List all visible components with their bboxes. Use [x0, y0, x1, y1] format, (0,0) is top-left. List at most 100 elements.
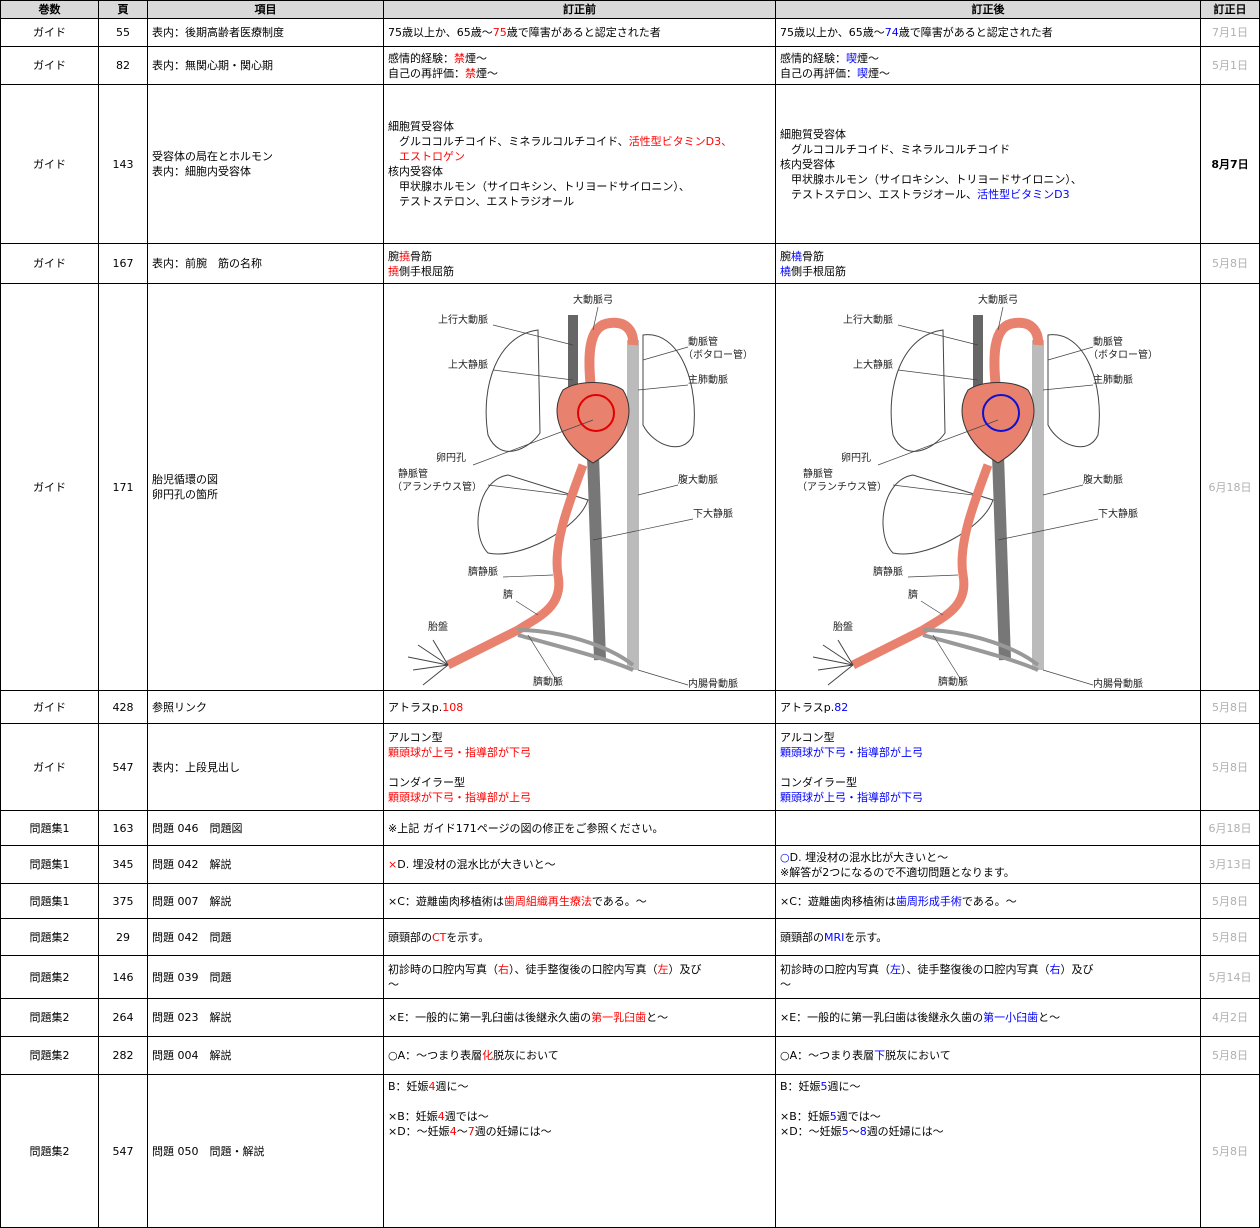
volume-cell: ガイド: [0, 18, 99, 47]
text-line: 初診時の口腔内写真（右）、徒手整復後の口腔内写真（左）及び: [388, 962, 771, 977]
correction-text: 歯周組織再生療法: [503, 894, 592, 908]
correction-text: ○: [780, 850, 790, 864]
leader-line: [920, 600, 944, 615]
text: ※上記 ガイド171ページの図の修正をご参照ください。: [388, 821, 664, 835]
text: である。〜: [591, 894, 647, 908]
text: ×B：妊娠: [388, 1110, 438, 1123]
text-line: ×D：〜妊娠5〜8週の妊婦には〜: [780, 1124, 1196, 1139]
correction-text: 第一乳臼歯: [591, 1011, 647, 1024]
before-cell: 頭頸部のCTを示す。: [383, 918, 776, 956]
text: 頭頸部の: [780, 930, 824, 944]
figure-label: 臍静脈: [468, 565, 498, 578]
before-cell: 初診時の口腔内写真（右）、徒手整復後の口腔内写真（左）及び〜: [383, 955, 776, 999]
header-cell: 訂正日: [1200, 0, 1260, 19]
leader-line: [1047, 346, 1094, 360]
text: B：妊娠: [780, 1080, 821, 1093]
figure-label: 下大静脈: [1098, 507, 1138, 520]
leader-line: [642, 346, 689, 360]
text: ×C：遊離歯肉移植術は: [780, 894, 896, 908]
item-line: 参照リンク: [152, 700, 207, 714]
figure-label: 内腸骨動脈: [688, 677, 738, 690]
text-line: 撓側手根屈筋: [388, 264, 771, 279]
item-cell: 問題 046 問題図: [147, 810, 384, 846]
figure-label: 主肺動脈: [688, 373, 728, 386]
after-cell: 初診時の口腔内写真（左）、徒手整復後の口腔内写真（右）及び〜: [775, 955, 1201, 999]
text: ）及び: [668, 963, 702, 976]
text-line: ※上記 ガイド171ページの図の修正をご参照ください。: [388, 821, 771, 836]
item-cell: 参照リンク: [147, 690, 384, 724]
leader-line: [487, 484, 569, 495]
volume-cell: 問題集2: [0, 1074, 99, 1228]
item-line: 表内：後期高齢者医療制度: [152, 26, 284, 39]
text-line: アルコン型: [780, 730, 1196, 745]
correction-text: 8: [859, 1125, 867, 1138]
text-line: グルココルチコイド、ミネラルコルチコイド、活性型ビタミンD3、: [388, 134, 771, 149]
page-cell: 167: [98, 243, 148, 284]
correction-text: 82: [834, 700, 849, 714]
volume-cell: ガイド: [0, 283, 99, 691]
after-cell: 腕橈骨筋 橈側手根屈筋: [775, 243, 1201, 284]
table-row: ガイド 167 表内：前腕 筋の名称 腕撓骨筋 撓側手根屈筋 腕橈骨筋 橈側手根屈筋 5月8日: [0, 243, 1260, 284]
text-line: ○A：〜つまり表層化脱灰において: [388, 1048, 771, 1063]
volume-cell: 問題集1: [0, 845, 99, 884]
before-cell: アルコン型 顆頭球が上弓・指導部が下弓 コンダイラー型 顆頭球が下弓・指導部が上弓: [383, 723, 776, 811]
text-line: 感情的経験：喫煙〜: [780, 51, 1196, 66]
text: アルコン型: [780, 730, 835, 744]
text: コンダイラー型: [388, 775, 465, 789]
text-line: [388, 1094, 771, 1109]
page-cell: 428: [98, 690, 148, 724]
text: 歳で障害があると認定された者: [506, 26, 661, 39]
text-line: 頭頸部のMRIを示す。: [780, 930, 1196, 945]
foramen-ovale-marker: [982, 393, 1020, 432]
text: ×C：遊離歯肉移植術は: [388, 894, 504, 908]
vessel: [584, 317, 639, 406]
figure-label: 胎盤: [428, 620, 448, 633]
page-cell: 547: [98, 723, 148, 811]
text-line: ×D：〜妊娠4〜7週の妊婦には〜: [388, 1124, 771, 1139]
text: 歳で障害があると認定された者: [898, 26, 1053, 39]
volume-cell: 問題集1: [0, 883, 99, 919]
leader-line: [592, 518, 694, 540]
text: を示す。: [844, 930, 888, 944]
lung: [642, 333, 695, 447]
text: 〜: [780, 978, 791, 991]
header-row: 巻数頁項目 訂正前 訂正後 訂正日: [0, 0, 1260, 19]
figure-label: 下大静脈: [693, 507, 733, 520]
table-row: 問題集2 29 問題 042 問題 頭頸部のCTを示す。 頭頸部のMRIを示す。 5月8日: [0, 918, 1260, 956]
correction-text: 左: [657, 963, 669, 976]
text-line: 75歳以上か、65歳〜75歳で障害があると認定された者: [388, 25, 771, 40]
correction-text: CT: [432, 930, 447, 944]
figure-label: 胎盤: [833, 620, 853, 633]
volume-cell: 問題集2: [0, 1036, 99, 1075]
text-line: 感情的経験：禁煙〜: [388, 51, 771, 66]
item-cell: 問題 050 問題・解説: [147, 1074, 384, 1228]
leader-line: [592, 306, 599, 330]
figure-label: 上大静脈: [853, 358, 893, 371]
text: 甲状腺ホルモン（サイロキシン、トリヨードサイロニン）、: [388, 180, 690, 193]
leader-line: [527, 634, 559, 683]
text-line: テストステロン、エストラジオール、活性型ビタミンD3: [780, 187, 1196, 202]
text: 〜: [388, 978, 399, 991]
correction-text: エストロゲン: [388, 150, 465, 163]
before-cell: ○A：〜つまり表層化脱灰において: [383, 1036, 776, 1075]
text: ○A：〜つまり表層: [388, 1049, 483, 1062]
text: ×B：妊娠: [780, 1110, 830, 1123]
figure-label: （アランチウス管）: [392, 480, 482, 493]
text: ×D：〜妊娠: [780, 1125, 842, 1138]
text: テストステロン、エストラジオール、: [780, 187, 978, 201]
lung: [1047, 333, 1100, 447]
page-cell: 146: [98, 955, 148, 999]
text: グルココルチコイド、ミネラルコルチコイド: [780, 142, 1011, 156]
text-line: 腕撓骨筋: [388, 249, 771, 264]
text-line: 腕橈骨筋: [780, 249, 1196, 264]
item-line: 表内：細胞内受容体: [152, 165, 251, 178]
vessel: [992, 454, 1011, 660]
page-cell: 143: [98, 84, 148, 244]
text-line: アルコン型: [388, 730, 771, 745]
text-line: [780, 760, 1196, 775]
correction-text: 5: [841, 1125, 849, 1138]
liver: [477, 473, 589, 555]
text: ）、徒手整復後の口腔内写真（: [509, 963, 658, 976]
text: 〜: [456, 1125, 468, 1138]
